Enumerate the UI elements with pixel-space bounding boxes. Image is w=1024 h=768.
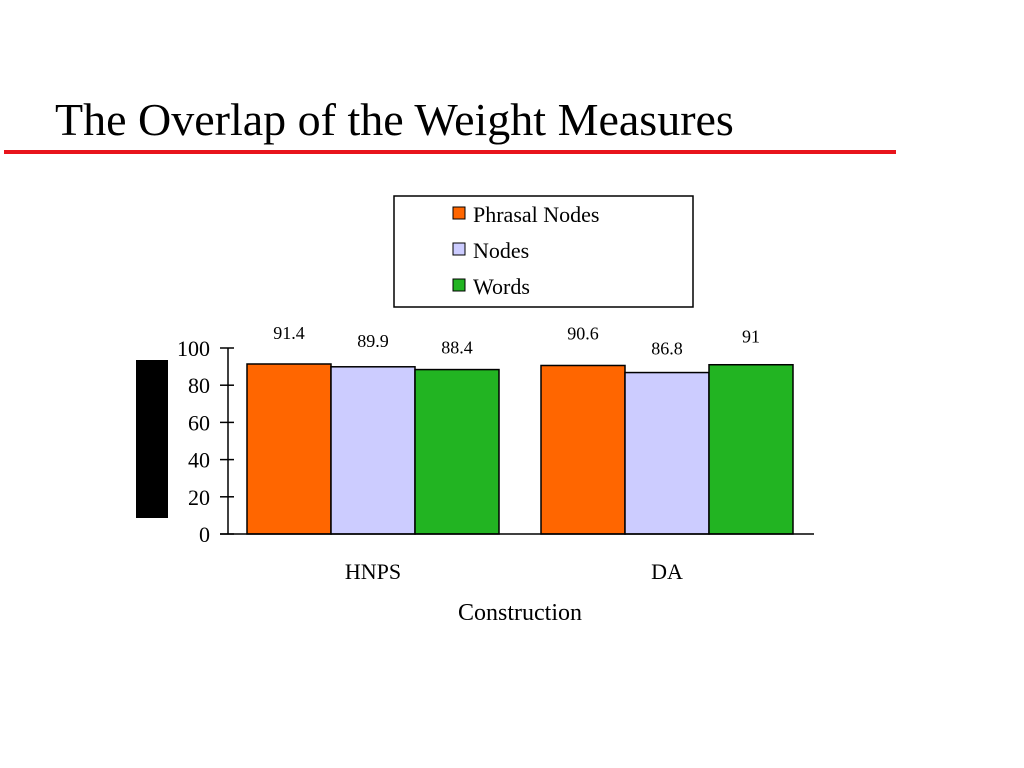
y-tick-label: 80 bbox=[188, 373, 210, 398]
data-label: 91.4 bbox=[273, 323, 305, 343]
title-underline bbox=[4, 150, 896, 154]
legend-label: Nodes bbox=[473, 238, 529, 263]
y-tick-label: 20 bbox=[188, 485, 210, 510]
legend-box bbox=[393, 195, 694, 308]
data-label: 88.4 bbox=[441, 338, 473, 358]
bar-nodes-da bbox=[624, 371, 710, 535]
data-label: 91 bbox=[742, 327, 760, 347]
legend-label: Phrasal Nodes bbox=[473, 202, 599, 227]
legend-swatch bbox=[452, 278, 466, 292]
x-axis-title: Construction bbox=[458, 600, 582, 626]
y-tick-label: 40 bbox=[188, 448, 210, 473]
legend-swatch bbox=[452, 242, 466, 256]
bars-group bbox=[246, 363, 794, 535]
y-tick-label: 100 bbox=[177, 336, 210, 361]
chart-legend: Phrasal Nodes Nodes Words bbox=[393, 195, 694, 308]
data-label: 86.8 bbox=[651, 339, 683, 359]
axes-group: 0 20 40 60 80 100 HNPS DA bbox=[177, 336, 814, 584]
x-category-label: HNPS bbox=[345, 559, 401, 584]
bar-nodes-hnps bbox=[330, 366, 416, 535]
y-tick-label: 60 bbox=[188, 410, 210, 435]
x-category-label: DA bbox=[651, 559, 683, 584]
bar-phrasal-nodes-hnps bbox=[246, 363, 332, 535]
data-label: 89.9 bbox=[357, 331, 389, 351]
bar-words-da bbox=[708, 363, 794, 535]
slide-title: The Overlap of the Weight Measures bbox=[55, 94, 734, 145]
legend-swatch bbox=[452, 206, 466, 220]
y-tick-label: 0 bbox=[199, 522, 210, 547]
y-axis-label-obscured bbox=[136, 360, 168, 518]
data-label: 90.6 bbox=[567, 323, 599, 343]
bar-words-hnps bbox=[414, 368, 500, 535]
bar-phrasal-nodes-da bbox=[540, 364, 626, 535]
data-labels-group: 91.4 90.6 89.9 86.8 88.4 91 bbox=[273, 323, 760, 359]
legend-label: Words bbox=[473, 274, 530, 299]
